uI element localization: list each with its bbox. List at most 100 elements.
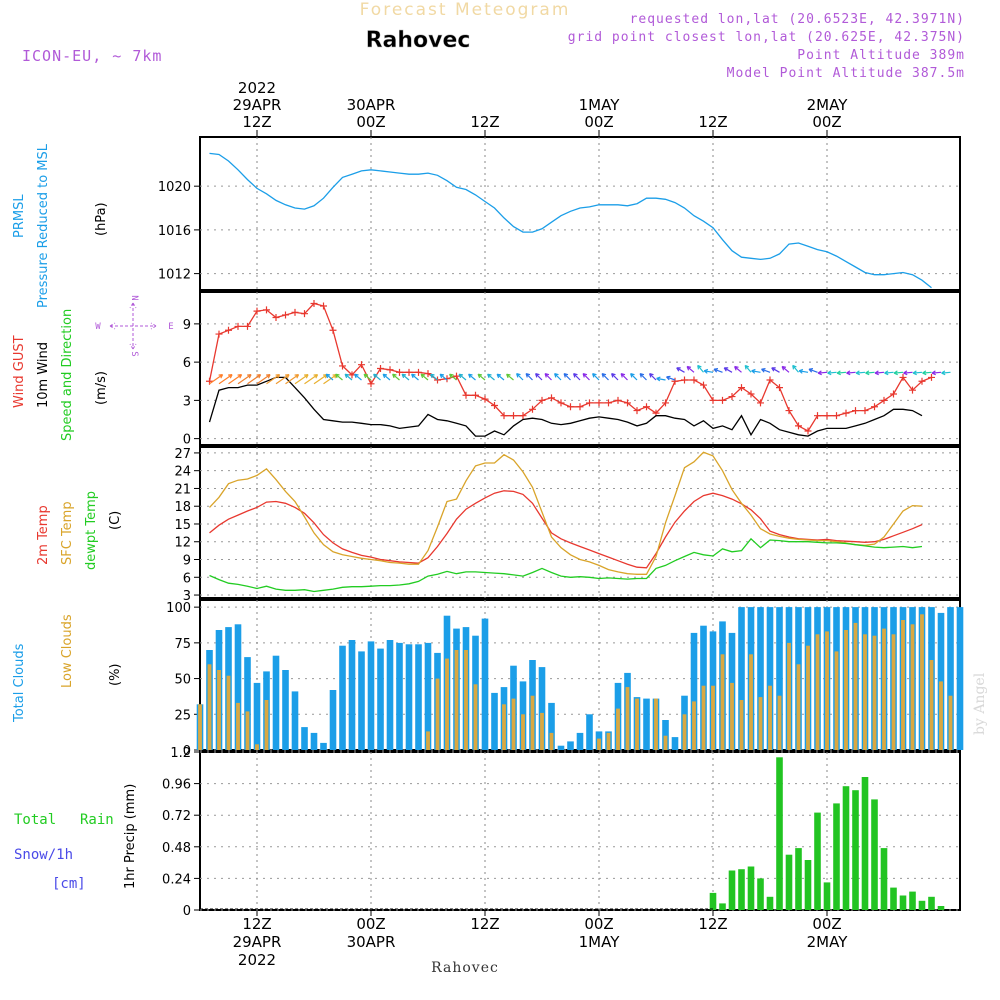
wind-direction-arrow: [781, 365, 790, 373]
wind-direction-arrow: [468, 373, 476, 381]
precip-bar: [766, 896, 774, 910]
gust-marker: [529, 405, 536, 413]
wind-direction-arrow: [656, 376, 666, 382]
wind-direction-arrow: [275, 374, 290, 385]
temperature-ytick-label: 9: [183, 554, 191, 569]
clouds-labels: Total Clouds Low Clouds (%): [12, 614, 123, 723]
low-cloud-bar: [625, 687, 630, 750]
low-cloud-bar: [540, 712, 544, 750]
gust-marker: [500, 412, 508, 420]
low-cloud-bar: [844, 630, 848, 750]
temp2m-label: 2m Temp: [36, 505, 51, 565]
wind-frame: [199, 291, 961, 446]
gust-marker: [785, 407, 793, 415]
top-time-label: 2MAY: [807, 96, 849, 114]
bottom-time-label: 00Z: [812, 915, 841, 933]
wind-direction-arrow: [611, 373, 619, 381]
low-cloud-bar: [701, 685, 706, 750]
compass-s: S: [129, 351, 139, 356]
precip-bar: [861, 777, 869, 910]
gust-marker: [804, 427, 812, 435]
gust-marker: [595, 399, 603, 407]
low-cloud-bar: [948, 695, 953, 750]
total-cloud-bar: [548, 702, 555, 750]
wind-direction-arrow: [865, 370, 875, 376]
gust-marker: [766, 376, 774, 384]
wind-direction-arrow: [713, 368, 723, 373]
wind-direction-arrow: [554, 373, 562, 381]
wind-direction-arrow: [487, 373, 495, 381]
gust-marker: [899, 373, 907, 381]
gust-marker: [852, 407, 859, 415]
series-line-dewpt-temp: [209, 537, 923, 593]
precip-bar: [738, 869, 745, 910]
wind-direction-arrow: [751, 368, 761, 374]
wind-direction-arrow: [697, 364, 704, 373]
gust-marker: [310, 299, 318, 307]
top-time-label: 30APR: [347, 96, 396, 114]
gust-marker: [567, 403, 574, 411]
wind-direction-arrow: [734, 365, 742, 373]
low-cloud-bar: [777, 695, 782, 750]
precip-bar: [795, 848, 802, 910]
wind-direction-arrow: [827, 370, 837, 376]
total-cloud-bar: [301, 727, 308, 750]
total-cloud-bar: [766, 607, 774, 750]
gust-marker: [918, 377, 926, 385]
gust-marker: [386, 366, 394, 374]
wind-direction-arrow: [516, 373, 524, 381]
gust-marker: [548, 394, 555, 402]
low-cloud-bar: [910, 624, 915, 750]
gust-marker: [871, 403, 878, 411]
pressure-unit: (hPa): [94, 202, 109, 236]
wind-direction-arrow: [592, 373, 600, 381]
gust-marker: [481, 395, 489, 403]
wind-direction-arrow: [563, 373, 571, 381]
low-cloud-bar: [939, 681, 943, 750]
total-cloud-bar: [956, 607, 964, 750]
precip-bar: [757, 878, 764, 910]
bottom-time-label: 12Z: [470, 915, 499, 933]
precip-bar: [833, 803, 840, 910]
low-cloud-bar: [236, 702, 240, 750]
wind-direction-arrow: [761, 368, 771, 373]
total-cloud-bar: [310, 732, 318, 750]
credit: by Angel: [972, 672, 988, 735]
low-cloud-bar: [882, 628, 886, 750]
clouds-ytick-label: 25: [174, 708, 191, 723]
total-cloud-bar: [339, 645, 346, 750]
low-cloud-bar: [711, 685, 715, 750]
wind-direction-arrow: [325, 373, 334, 381]
low-cloud-bar: [739, 700, 744, 750]
temperature-ytick-label: 15: [174, 518, 191, 533]
top-time-label: 12Z: [698, 113, 727, 131]
low-cloud-bar: [502, 704, 506, 750]
gust-marker: [453, 372, 460, 380]
gust-marker: [633, 407, 641, 415]
low-cloud-bar: [920, 614, 924, 750]
wind-direction-arrow: [941, 370, 951, 376]
low-cloud-bar: [606, 732, 611, 750]
gust-marker: [253, 307, 261, 315]
bottom-time-label: 29APR: [233, 933, 282, 951]
total-clouds-label: Total Clouds: [12, 643, 27, 723]
wind-direction-arrow: [798, 368, 809, 374]
wind-direction-arrow: [237, 374, 252, 385]
low-cloud-bar: [454, 650, 459, 750]
total-cloud-bar: [671, 737, 679, 750]
precip-bar: [918, 900, 926, 910]
point-altitude: Point Altitude 389m: [797, 48, 965, 63]
low-cloud-bar: [511, 698, 516, 750]
wind-direction-arrow: [771, 367, 780, 373]
gust-marker: [643, 403, 650, 411]
low-cloud-bar: [473, 684, 478, 750]
low-cloud-bar: [426, 731, 430, 750]
wind-direction-arrow: [354, 373, 362, 381]
total-cloud-bar: [567, 741, 574, 750]
top-time-label: 00Z: [356, 113, 385, 131]
gust-marker: [339, 362, 346, 370]
temperature-ytick-label: 12: [174, 536, 191, 551]
gust-marker: [690, 376, 698, 384]
low-cloud-bar: [530, 695, 535, 750]
precip-ytick-label: 0.24: [162, 872, 191, 887]
